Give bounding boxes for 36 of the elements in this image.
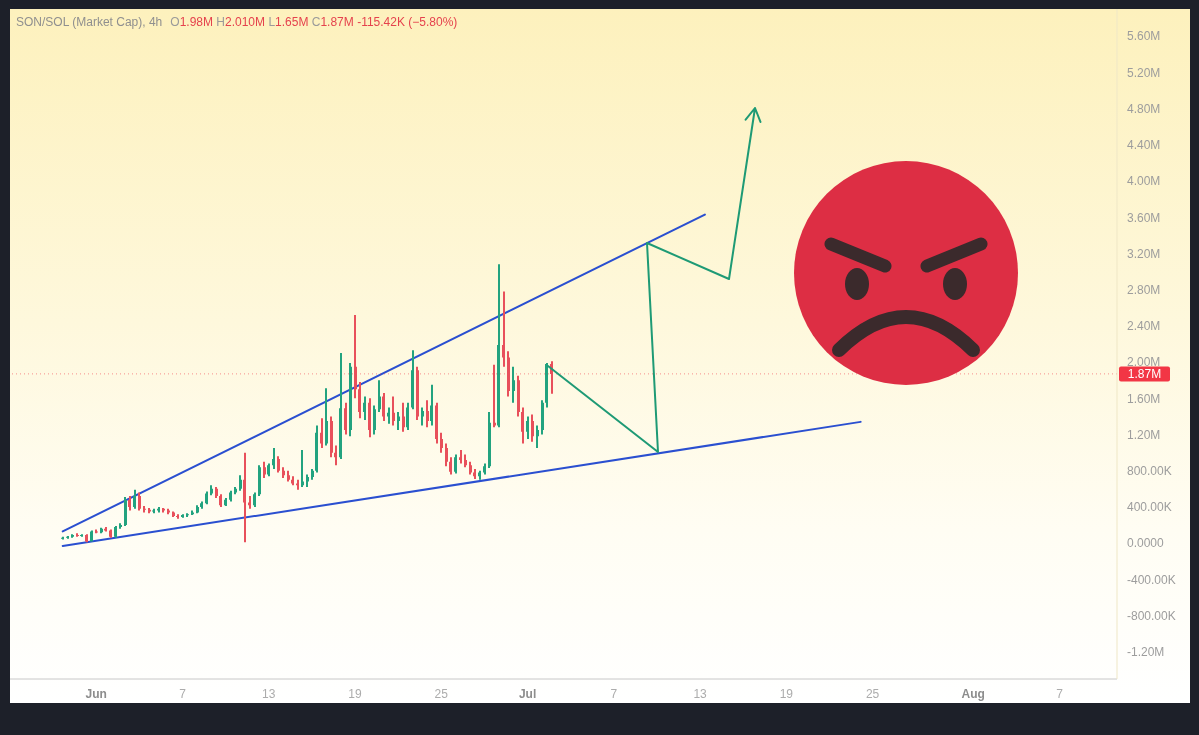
y-tick-label: 1.60M xyxy=(1127,391,1161,406)
y-tick-label: 2.40M xyxy=(1127,319,1161,334)
candlestick xyxy=(176,514,179,519)
y-tick-label: 5.20M xyxy=(1127,65,1161,80)
candlestick xyxy=(493,364,496,428)
y-tick-label: 3.20M xyxy=(1127,246,1161,261)
x-tick-label: Jun xyxy=(85,686,107,701)
y-tick-label: -1.20M xyxy=(1127,645,1165,660)
y-tick-label: -400.00K xyxy=(1127,572,1176,587)
x-tick-label: 7 xyxy=(1056,686,1064,701)
y-tick-label: 3.60M xyxy=(1127,210,1161,225)
candlestick xyxy=(186,513,189,517)
x-tick-label: 25 xyxy=(865,686,880,701)
candlestick xyxy=(76,533,79,537)
x-tick-label: 25 xyxy=(434,686,449,701)
y-tick-label: 800.00K xyxy=(1127,464,1172,479)
y-tick-label: 4.40M xyxy=(1127,138,1161,153)
x-tick-label: 13 xyxy=(262,686,276,701)
text: O1.98M H2.010M L1.65M C1.87M -115.42K (−5.80%) xyxy=(170,15,458,29)
x-tick-label: 13 xyxy=(693,686,708,701)
x-tick-label: 7 xyxy=(179,686,187,701)
x-tick-label: 7 xyxy=(610,686,618,701)
y-tick-label: 0.0000 xyxy=(1127,536,1165,551)
y-tick-label: 2.80M xyxy=(1127,282,1161,297)
y-tick-label: 1.20M xyxy=(1127,427,1161,442)
x-tick-label: Jul xyxy=(518,686,537,701)
y-tick-label: -800.00K xyxy=(1127,608,1176,623)
text: SON/SOL (Market Cap), 4h xyxy=(16,15,163,29)
candlestick xyxy=(301,449,304,488)
x-tick-label: 19 xyxy=(779,686,794,701)
y-tick-label: 5.60M xyxy=(1127,29,1161,44)
x-tick-label: 19 xyxy=(348,686,363,701)
y-tick-label: 4.80M xyxy=(1127,101,1161,116)
x-tick-label: Aug xyxy=(961,686,985,701)
y-tick-label: 4.00M xyxy=(1127,174,1161,189)
y-tick-label: 400.00K xyxy=(1127,500,1172,515)
